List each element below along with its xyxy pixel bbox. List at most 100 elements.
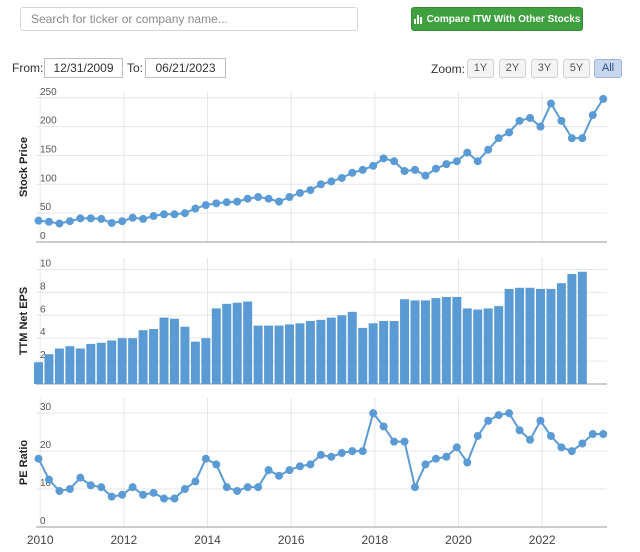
data-point bbox=[275, 197, 284, 206]
data-point bbox=[557, 116, 566, 125]
eps-bar bbox=[441, 296, 451, 384]
data-point bbox=[233, 486, 242, 495]
from-date-input[interactable]: 12/31/2009 bbox=[44, 58, 123, 78]
eps-bar bbox=[253, 325, 263, 384]
eps-bar bbox=[305, 321, 315, 384]
compare-stocks-button[interactable]: Compare ITW With Other Stocks bbox=[411, 7, 583, 31]
data-point bbox=[97, 483, 106, 492]
x-tick-label: 2012 bbox=[110, 533, 137, 547]
eps-bar bbox=[232, 302, 242, 384]
data-point bbox=[358, 165, 367, 174]
zoom-all-button[interactable]: All bbox=[594, 59, 622, 78]
data-point bbox=[599, 430, 608, 439]
eps-bar bbox=[504, 288, 514, 384]
to-date-input[interactable]: 06/21/2023 bbox=[145, 58, 226, 78]
zoom-5y-button[interactable]: 5Y bbox=[563, 59, 590, 78]
data-point bbox=[34, 454, 43, 463]
data-point bbox=[505, 128, 514, 137]
x-tick-label: 2014 bbox=[194, 533, 221, 547]
data-point bbox=[494, 411, 503, 420]
data-point bbox=[452, 443, 461, 452]
data-point bbox=[76, 214, 85, 223]
data-point bbox=[505, 409, 514, 418]
y-tick-label: 10 bbox=[40, 478, 52, 489]
data-point bbox=[515, 116, 524, 125]
data-point bbox=[118, 217, 127, 226]
data-point bbox=[567, 134, 576, 143]
data-point bbox=[264, 466, 273, 475]
data-point bbox=[463, 148, 472, 157]
eps-bar bbox=[337, 315, 347, 384]
eps-bar bbox=[180, 326, 190, 384]
data-point bbox=[243, 194, 252, 203]
data-point bbox=[65, 217, 74, 226]
data-point bbox=[494, 134, 503, 143]
y-tick-label: 0 bbox=[40, 231, 46, 242]
data-point bbox=[588, 111, 597, 120]
zoom-2y-button[interactable]: 2Y bbox=[499, 59, 526, 78]
data-point bbox=[212, 460, 221, 469]
data-point bbox=[243, 483, 252, 492]
data-point bbox=[431, 454, 440, 463]
data-point bbox=[170, 210, 179, 219]
data-point bbox=[118, 490, 127, 499]
data-point bbox=[55, 486, 64, 495]
y-tick-label: 150 bbox=[40, 144, 57, 155]
x-tick-label: 2016 bbox=[278, 533, 305, 547]
eps-bar bbox=[462, 308, 472, 384]
data-point bbox=[484, 145, 493, 154]
data-point bbox=[484, 416, 493, 425]
eps-bar bbox=[75, 348, 85, 384]
eps-bar bbox=[264, 325, 274, 384]
eps-bar bbox=[190, 341, 200, 384]
data-point bbox=[578, 439, 587, 448]
y-tick-label: 50 bbox=[40, 202, 52, 213]
zoom-3y-button[interactable]: 3Y bbox=[531, 59, 558, 78]
data-point bbox=[348, 447, 357, 456]
data-point bbox=[212, 199, 221, 208]
eps-bar bbox=[96, 342, 106, 384]
data-point bbox=[285, 193, 294, 201]
data-point bbox=[546, 431, 555, 440]
data-point bbox=[442, 452, 451, 461]
data-point bbox=[327, 452, 336, 461]
data-point bbox=[222, 483, 231, 492]
y-tick-label: 2 bbox=[40, 350, 46, 361]
eps-bar bbox=[138, 330, 148, 384]
data-point bbox=[149, 488, 158, 497]
data-point bbox=[76, 473, 85, 482]
data-point bbox=[34, 216, 43, 225]
data-point bbox=[107, 492, 116, 501]
data-point bbox=[358, 447, 367, 456]
data-point bbox=[222, 198, 231, 207]
search-input[interactable] bbox=[20, 7, 358, 31]
data-point bbox=[128, 213, 137, 222]
y-tick-label: 10 bbox=[40, 258, 52, 269]
data-point bbox=[180, 209, 189, 218]
data-point bbox=[369, 161, 378, 170]
data-point bbox=[473, 431, 482, 440]
eps-bar bbox=[400, 299, 410, 384]
eps-bar bbox=[285, 324, 294, 384]
eps-bar bbox=[169, 318, 179, 384]
data-point bbox=[316, 180, 325, 189]
x-tick-label: 2022 bbox=[529, 533, 556, 547]
eps-bar bbox=[34, 362, 44, 384]
data-point bbox=[180, 485, 189, 494]
data-point bbox=[337, 449, 346, 458]
eps-bar bbox=[86, 343, 96, 384]
zoom-label: Zoom: bbox=[431, 62, 466, 76]
y-tick-label: 200 bbox=[40, 116, 57, 127]
eps-bar bbox=[389, 321, 399, 384]
data-point bbox=[160, 494, 169, 503]
data-point bbox=[463, 458, 472, 467]
data-point bbox=[348, 168, 357, 177]
bar-chart-icon bbox=[413, 14, 422, 24]
eps-bar bbox=[159, 317, 169, 384]
zoom-1y-button[interactable]: 1Y bbox=[467, 59, 494, 78]
x-tick-label: 2020 bbox=[445, 533, 472, 547]
data-point bbox=[578, 134, 587, 143]
data-point bbox=[233, 197, 242, 206]
data-point bbox=[390, 157, 399, 166]
